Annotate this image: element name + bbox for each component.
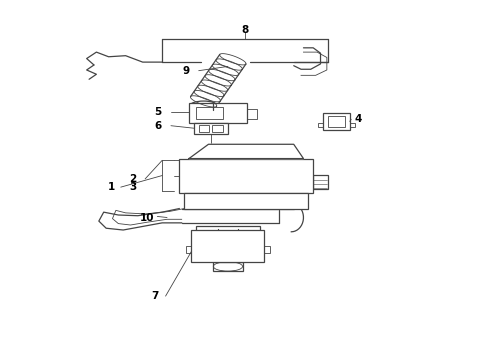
Text: 1: 1	[107, 182, 115, 192]
Bar	[194, 123, 228, 134]
Bar	[186, 246, 193, 253]
Bar	[328, 116, 345, 127]
Bar	[264, 246, 270, 253]
Bar	[200, 242, 219, 255]
Bar	[184, 193, 308, 208]
Bar	[192, 230, 265, 262]
Bar	[323, 113, 350, 130]
Text: 2: 2	[129, 174, 137, 184]
Polygon shape	[189, 144, 303, 158]
Bar	[213, 262, 243, 271]
Bar	[212, 125, 223, 132]
Bar	[318, 123, 323, 127]
Text: 6: 6	[155, 121, 162, 131]
Text: 8: 8	[242, 25, 248, 35]
Text: 3: 3	[129, 182, 137, 192]
Bar	[247, 109, 257, 118]
Text: 4: 4	[355, 114, 362, 124]
Bar	[179, 158, 313, 193]
Bar	[224, 242, 243, 255]
Bar	[350, 123, 355, 127]
Bar	[196, 226, 260, 232]
Text: 7: 7	[151, 291, 159, 301]
Bar	[189, 103, 247, 123]
Text: 10: 10	[140, 212, 155, 222]
Bar	[196, 107, 223, 119]
Bar	[199, 125, 209, 132]
Text: 5: 5	[155, 107, 162, 117]
Text: 9: 9	[183, 66, 190, 76]
Bar	[313, 175, 328, 189]
